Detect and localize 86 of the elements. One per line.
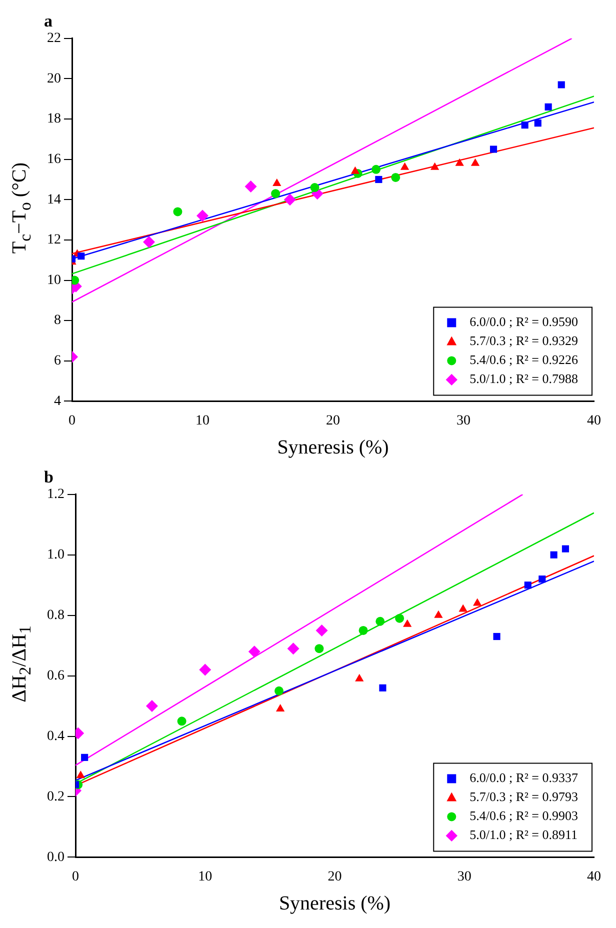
point [375,176,382,184]
point [272,178,282,186]
point [490,146,498,153]
point [316,624,328,636]
point [521,122,528,129]
point [391,172,400,182]
x-tick-label: 20 [328,869,342,884]
point [524,582,532,589]
point [314,644,324,654]
point [455,158,464,166]
y-tick-label: 1.2 [47,487,64,502]
y-tick-label: 20 [47,71,61,86]
x-tick-label: 10 [196,413,210,428]
point [78,252,85,260]
point [550,551,558,558]
legend-label: 6.0/0.0 ; R² = 0.9590 [470,314,578,330]
point [76,770,86,778]
point [379,684,386,692]
point [538,576,546,583]
y-tick-label: 10 [47,272,61,288]
point [434,610,443,618]
legend-label: 5.7/0.3 ; R² = 0.9793 [470,789,578,804]
y-tick-label: 18 [47,112,61,127]
point [534,120,542,127]
legend-label: 5.0/1.0 ; R² = 0.8911 [470,827,578,842]
point [355,674,364,682]
point [244,180,257,193]
point [395,614,404,623]
y-tick-label: 0.4 [47,728,64,744]
point [248,646,260,658]
point [376,616,385,626]
point [562,545,570,552]
y-tick-label: 0.2 [47,789,64,804]
x-tick-label: 0 [72,869,79,884]
point [558,81,565,88]
y-tick-label: 22 [47,31,61,46]
point [458,604,468,612]
point [284,194,296,206]
y-tick-label: 16 [47,152,61,168]
y-tick-label: 12 [47,232,61,248]
point [310,183,320,192]
point [142,236,155,248]
point [173,207,182,216]
point [544,103,552,110]
y-tick-label: 14 [47,192,61,208]
point [350,166,360,174]
x-tick-label: 30 [457,869,472,884]
y-tick-label: 4 [54,394,61,409]
y-tick-label: 0.6 [47,668,64,684]
point [430,162,440,170]
x-axis-title: Syneresis (%) [277,436,389,458]
legend-label: 5.0/1.0 ; R² = 0.7988 [470,371,578,386]
y-tick-label: 0.8 [47,608,64,624]
point [473,598,482,606]
point [274,686,284,696]
y-tick-label: 0.0 [47,850,64,865]
point [287,642,300,655]
point [403,619,412,627]
point [196,210,208,222]
x-axis-title: Syneresis (%) [278,892,391,914]
point [276,704,285,712]
legend-label: 6.0/0.0 ; R² = 0.9337 [470,770,578,786]
y-tick-label: 1.0 [47,548,64,563]
x-tick-label: 20 [326,413,340,428]
point [470,158,480,166]
y-tick-label: 8 [54,313,61,328]
x-tick-label: 40 [587,869,601,884]
point [177,716,186,726]
point [372,164,381,174]
point [271,189,280,198]
legend-label: 5.4/0.6 ; R² = 0.9903 [470,808,578,824]
y-tick-label: 6 [54,354,61,369]
point [199,664,212,676]
point [493,632,500,640]
x-tick-label: 40 [587,413,601,428]
point [400,162,410,170]
point [146,700,158,712]
point [81,754,88,761]
chart-title: a [44,12,53,31]
x-tick-label: 10 [198,869,212,884]
point [358,626,368,635]
x-tick-label: 0 [68,413,76,428]
chart-title: b [44,468,54,487]
legend-label: 5.4/0.6 ; R² = 0.9226 [470,352,578,368]
x-tick-label: 30 [456,413,470,428]
legend-label: 5.7/0.3 ; R² = 0.9329 [470,333,578,348]
